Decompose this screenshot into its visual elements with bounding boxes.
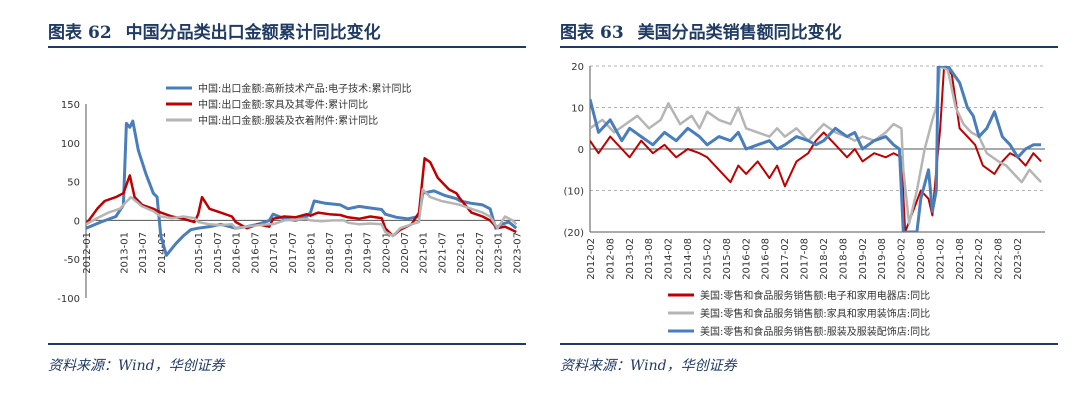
x-tick-label: 2022-01 <box>456 232 467 274</box>
right-figure-number: 63 <box>600 23 624 43</box>
x-tick-label: 2020-02 <box>897 238 908 280</box>
right-source-rule <box>560 343 1058 345</box>
series-line-1 <box>86 119 518 257</box>
series-line-2 <box>590 66 1043 225</box>
left-figure-title-text: 中国分品类出口金额累计同比变化 <box>125 23 381 43</box>
x-tick-label: 2021-01 <box>419 232 430 274</box>
y-tick-label: -50 <box>64 255 80 266</box>
x-tick-label: 2021-02 <box>935 238 946 280</box>
x-tick-label: 2016-08 <box>761 238 772 280</box>
left-source-note: 资料来源：Wind，华创证券 <box>48 358 225 374</box>
x-tick-label: 2017-08 <box>800 238 811 280</box>
legend-label-3: 美国:零售和食品服务销售额:服装及服装配饰店:同比 <box>700 325 930 338</box>
x-tick-label: 2018-01 <box>306 232 317 274</box>
y-tick-label: 100 <box>61 139 80 150</box>
x-tick-label: 2019-08 <box>877 238 888 280</box>
x-tick-label: 2016-01 <box>232 232 243 274</box>
left-title-rule <box>48 46 526 48</box>
y-tick-label: 150 <box>61 100 80 111</box>
y-tick-label: 50 <box>67 178 80 189</box>
x-tick-label: 2021-07 <box>437 232 448 274</box>
x-tick-label: 2023-02 <box>1013 238 1024 280</box>
y-tick-label: (10) <box>563 187 584 198</box>
x-tick-label: 2014-02 <box>664 238 675 280</box>
left-figure-title: 图表 62 中国分品类出口金额累计同比变化 <box>48 18 381 43</box>
x-tick-label: 2022-07 <box>475 232 486 274</box>
legend-label-2: 美国:零售和食品服务销售额:家具和家用装饰店:同比 <box>700 307 930 320</box>
x-tick-label: 2022-08 <box>994 238 1005 280</box>
y-tick-label: 10 <box>571 104 584 115</box>
legend-label-2: 中国:出口金额:家具及其零件:累计同比 <box>198 98 368 111</box>
y-tick-label: -100 <box>57 294 80 305</box>
legend-label-1: 中国:出口金额:高新技术产品:电子技术:累计同比 <box>198 82 411 95</box>
x-tick-label: 2018-08 <box>838 238 849 280</box>
plot-area <box>86 119 518 257</box>
x-tick-label: 2020-08 <box>916 238 927 280</box>
left-figure-number: 62 <box>88 23 112 43</box>
right-figure-title-text: 美国分品类销售额同比变化 <box>637 23 842 43</box>
series-line-3 <box>590 66 1042 232</box>
x-tick-label: 2013-07 <box>138 232 149 274</box>
right-figure-label: 图表 <box>560 23 594 43</box>
x-tick-label: 2019-07 <box>363 232 374 274</box>
left-source-rule <box>48 343 526 345</box>
x-tick-label: 2016-02 <box>741 238 752 280</box>
x-tick-label: 2012-02 <box>586 238 597 280</box>
x-tick-label: 2019-02 <box>858 238 869 280</box>
x-tick-label: 2012-01 <box>82 232 93 274</box>
legend-label-1: 美国:零售和食品服务销售额:电子和家用电器店:同比 <box>700 289 930 302</box>
y-tick-label: 0 <box>578 145 584 156</box>
right-title-rule <box>560 46 1058 48</box>
x-tick-label: 2015-01 <box>194 232 205 274</box>
right-source-note: 资料来源：Wind，华创证券 <box>560 358 737 374</box>
x-tick-label: 2017-02 <box>780 238 791 280</box>
x-tick-label: 2013-02 <box>625 238 636 280</box>
x-tick-label: 2013-08 <box>644 238 655 280</box>
x-tick-label: 2019-01 <box>344 232 355 274</box>
x-tick-label: 2022-02 <box>974 238 985 280</box>
x-tick-label: 2014-08 <box>683 238 694 280</box>
series-line-1 <box>590 66 1042 232</box>
x-tick-label: 2021-08 <box>955 238 966 280</box>
right-figure-panel: 图表 63 美国分品类销售额同比变化 (20) (10) 0 10 20 2012-02 201… <box>550 0 1080 400</box>
x-tick-label: 2023-07 <box>512 232 523 274</box>
x-tick-label: 2015-02 <box>702 238 713 280</box>
plot-area <box>590 66 1043 232</box>
x-tick-label: 2018-07 <box>325 232 336 274</box>
x-tick-label: 2012-08 <box>605 238 616 280</box>
y-tick-label: (20) <box>563 228 584 239</box>
x-tick-label: 2014-01 <box>157 232 168 274</box>
x-tick-label: 2016-07 <box>250 232 261 274</box>
x-tick-label: 2023-01 <box>494 232 505 274</box>
y-tick-label: 20 <box>571 62 584 73</box>
x-tick-label: 2020-07 <box>400 232 411 274</box>
x-tick-label: 2018-02 <box>819 238 830 280</box>
legend-label-3: 中国:出口金额:服装及衣着附件:累计同比 <box>198 114 378 127</box>
right-figure-title: 图表 63 美国分品类销售额同比变化 <box>560 18 842 43</box>
china-export-chart: -100 -50 0 50 100 150 2012-01 2013-01 2013-07 201… <box>57 82 523 305</box>
left-figure-panel: 图表 62 中国分品类出口金额累计同比变化 -100 -50 0 50 100 150 2012… <box>48 18 526 374</box>
series-line-3 <box>86 188 518 238</box>
x-tick-label: 2015-08 <box>722 238 733 280</box>
y-tick-label: 0 <box>74 216 80 227</box>
x-tick-label: 2013-01 <box>119 232 130 274</box>
x-tick-label: 2017-01 <box>269 232 280 274</box>
x-tick-label: 2017-07 <box>288 232 299 274</box>
x-tick-label: 2020-01 <box>381 232 392 274</box>
series-line-2 <box>86 157 517 238</box>
x-tick-label: 2015-07 <box>213 232 224 274</box>
left-figure-label: 图表 <box>48 23 82 43</box>
us-sales-chart: (20) (10) 0 10 20 2012-02 2012-08 2013-02 2013-0… <box>563 62 1045 338</box>
